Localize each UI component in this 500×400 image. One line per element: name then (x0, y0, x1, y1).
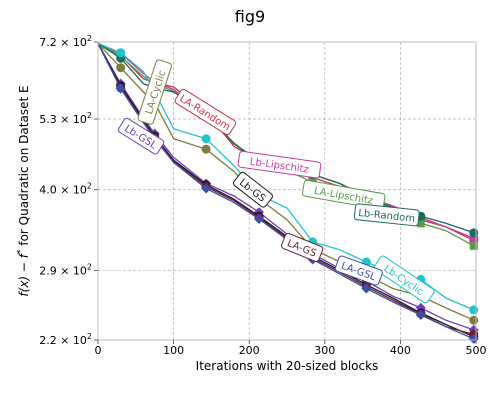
y-axis-label-pre: f(x) − f (17, 252, 31, 296)
series-line (97, 43, 474, 336)
series-line (97, 43, 474, 340)
x-tick-label: 100 (163, 344, 184, 357)
series-label: Lb-Lipschitz (237, 150, 322, 179)
data-point (415, 310, 426, 321)
series-label: LA-Random (174, 88, 237, 136)
data-point (116, 48, 126, 58)
data-point (361, 283, 372, 294)
y-tick-label: 2.9 × 102 (39, 263, 92, 278)
series-line (97, 43, 474, 331)
svg-text:LA-Random: LA-Random (177, 93, 232, 133)
data-point (254, 214, 265, 225)
data-point (201, 134, 211, 144)
x-tick-label: 0 (95, 344, 102, 357)
y-tick-label: 2.2 × 102 (39, 332, 92, 347)
x-tick-label: 300 (314, 344, 335, 357)
y-axis-ticks: 7.2 × 102 5.3 × 102 4.0 × 102 2.9 × 102 2.2 … (39, 34, 98, 347)
x-tick-label: 200 (239, 344, 260, 357)
data-point (416, 219, 425, 228)
data-point (469, 241, 478, 250)
data-point (469, 315, 479, 325)
y-tick-label: 7.2 × 102 (39, 34, 92, 49)
series-line (97, 43, 474, 338)
y-tick-label: 4.0 × 102 (39, 182, 92, 197)
y-axis-label: f(x) − f* for Quadratic on Dataset E (16, 85, 31, 296)
x-axis-ticks: 0 100 200 300 400 500 (95, 340, 487, 357)
x-axis-label: Iterations with 20-sized blocks (196, 359, 379, 373)
data-point (115, 83, 126, 94)
series-label: Lb-Random (353, 203, 420, 227)
y-axis-label-sup: * (16, 249, 26, 254)
y-tick-label: 5.3 × 102 (39, 111, 92, 126)
series-labels: LA-Cyclic LA-RandomLb-LipschitzLA-Lipschi… (117, 59, 435, 304)
data-point (201, 183, 212, 194)
data-point (201, 144, 211, 154)
y-axis-label-post: for Quadratic on Dataset E (17, 85, 31, 249)
plot-frame (97, 41, 477, 341)
x-tick-label: 400 (390, 344, 411, 357)
chart-title: fig9 (235, 7, 265, 26)
data-point (116, 63, 126, 73)
x-tick-label: 500 (466, 344, 487, 357)
data-point (469, 305, 479, 315)
data-point (469, 228, 479, 238)
